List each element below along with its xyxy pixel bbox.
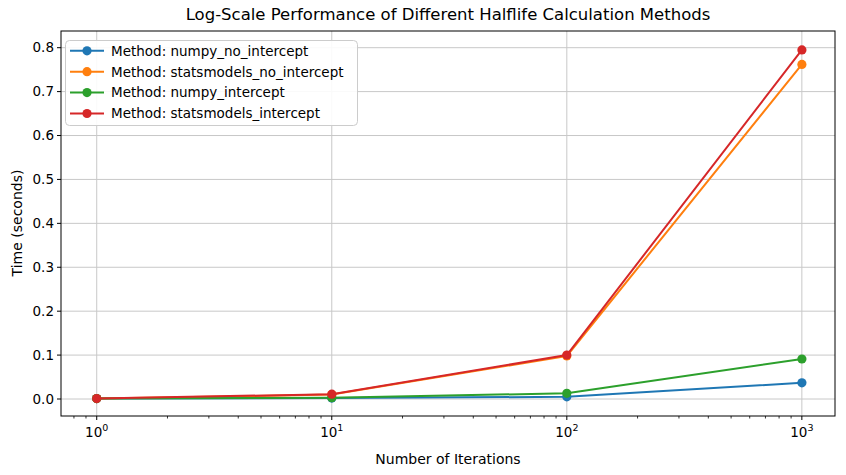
y-tick-label: 0.2 xyxy=(33,303,54,319)
data-point-marker xyxy=(797,354,806,363)
y-tick-label: 0.3 xyxy=(33,259,54,275)
legend-label: Method: numpy_no_intercept xyxy=(111,43,308,59)
data-point-marker xyxy=(327,390,336,399)
legend: Method: numpy_no_intercept Method: statsm… xyxy=(66,41,358,126)
legend-entry: Method: statsmodels_no_intercept xyxy=(70,64,344,80)
data-point-marker xyxy=(562,351,571,360)
chart-title: Log-Scale Performance of Different Halfl… xyxy=(61,4,835,26)
legend-label: Method: numpy_intercept xyxy=(111,84,285,100)
legend-label: Method: statsmodels_no_intercept xyxy=(111,64,344,80)
y-tick-label: 0.1 xyxy=(33,347,54,363)
data-point-marker xyxy=(562,389,571,398)
data-point-marker xyxy=(797,60,806,69)
y-tick-label: 0.4 xyxy=(33,215,54,231)
x-axis-label: Number of Iterations xyxy=(61,451,835,467)
y-tick-label: 0.6 xyxy=(33,127,54,143)
y-tick-label: 0.7 xyxy=(33,83,54,99)
legend-sample-marker xyxy=(82,88,91,97)
performance-chart: 1001011021030.00.10.20.30.40.50.60.70.8M… xyxy=(0,0,846,475)
y-axis-label: Time (seconds) xyxy=(9,170,25,277)
y-tick-label: 0.8 xyxy=(33,39,54,55)
data-point-marker xyxy=(797,45,806,54)
legend-sample-marker xyxy=(82,46,91,55)
data-point-marker xyxy=(797,378,806,387)
legend-sample-marker xyxy=(82,67,91,76)
figure: 1001011021030.00.10.20.30.40.50.60.70.8M… xyxy=(0,0,846,475)
legend-label: Method: statsmodels_intercept xyxy=(111,105,320,121)
data-point-marker xyxy=(92,394,101,403)
y-tick-label: 0.5 xyxy=(33,171,54,187)
y-tick-label: 0.0 xyxy=(33,391,54,407)
legend-sample-marker xyxy=(82,109,91,118)
